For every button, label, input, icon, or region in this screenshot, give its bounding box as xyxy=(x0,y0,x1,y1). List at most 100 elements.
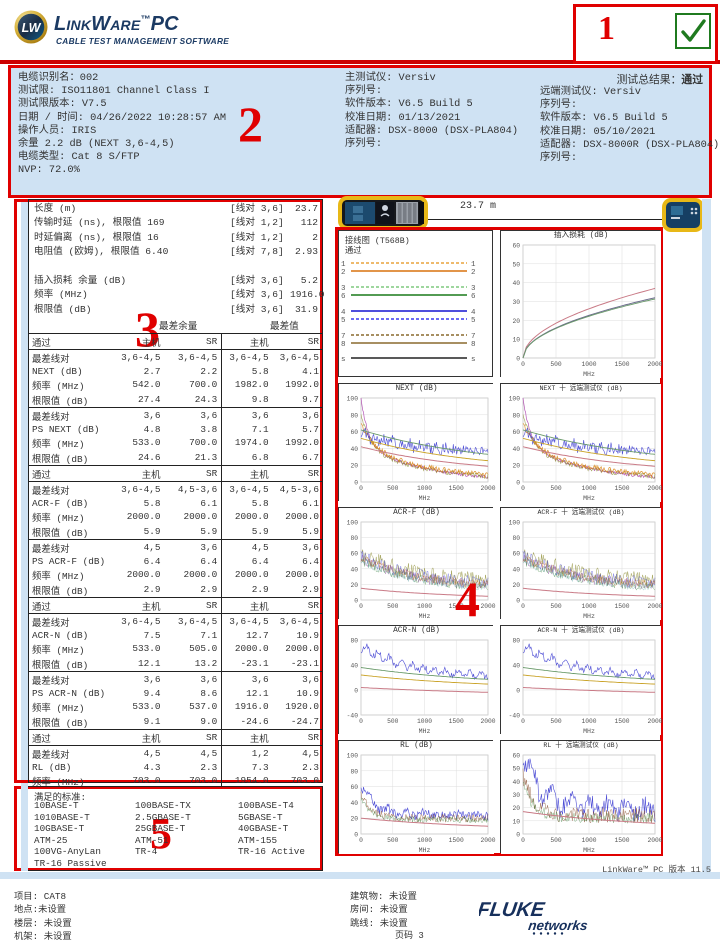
svg-text:500: 500 xyxy=(550,361,562,368)
svg-text:5: 5 xyxy=(471,317,476,325)
svg-text:60: 60 xyxy=(512,551,520,558)
svg-text:1: 1 xyxy=(341,261,346,269)
svg-text:40: 40 xyxy=(512,663,520,670)
svg-text:50: 50 xyxy=(512,261,520,268)
svg-text:100: 100 xyxy=(509,396,521,403)
svg-text:40: 40 xyxy=(350,566,358,573)
svg-text:500: 500 xyxy=(387,485,399,492)
svg-text:ACR-F (dB): ACR-F (dB) xyxy=(393,509,440,517)
svg-text:0: 0 xyxy=(359,485,363,492)
svg-text:0: 0 xyxy=(354,480,358,487)
svg-text:1: 1 xyxy=(471,261,476,269)
svg-text:0: 0 xyxy=(516,480,520,487)
svg-text:1500: 1500 xyxy=(614,603,629,610)
svg-text:100: 100 xyxy=(509,520,521,527)
svg-text:60: 60 xyxy=(512,753,520,760)
svg-text:80: 80 xyxy=(350,412,358,419)
svg-text:20: 20 xyxy=(350,582,358,589)
svg-text:2000: 2000 xyxy=(647,603,662,610)
svg-text:0: 0 xyxy=(521,837,525,844)
svg-text:1500: 1500 xyxy=(614,361,629,368)
svg-text:1000: 1000 xyxy=(417,603,432,610)
svg-text:2000: 2000 xyxy=(480,837,495,844)
svg-text:MHz: MHz xyxy=(419,847,431,854)
svg-text:0: 0 xyxy=(516,832,520,839)
svg-text:60: 60 xyxy=(350,429,358,436)
svg-text:30: 30 xyxy=(512,299,520,306)
svg-text:3: 3 xyxy=(471,285,476,293)
svg-text:2000: 2000 xyxy=(647,718,662,725)
svg-text:0: 0 xyxy=(521,603,525,610)
svg-text:6: 6 xyxy=(471,293,476,301)
svg-text:0: 0 xyxy=(354,598,358,605)
svg-text:60: 60 xyxy=(512,243,520,250)
svg-text:ACR-N 十 远端测试仪 (dB): ACR-N 十 远端测试仪 (dB) xyxy=(537,625,624,634)
svg-text:500: 500 xyxy=(550,603,562,610)
svg-text:40: 40 xyxy=(512,779,520,786)
svg-text:500: 500 xyxy=(550,837,562,844)
svg-text:2000: 2000 xyxy=(647,361,662,368)
svg-text:2: 2 xyxy=(341,269,346,277)
svg-text:1500: 1500 xyxy=(614,837,629,844)
svg-text:2000: 2000 xyxy=(647,485,662,492)
svg-text:NEXT 十 远端测试仪 (dB): NEXT 十 远端测试仪 (dB) xyxy=(539,383,622,392)
svg-text:1000: 1000 xyxy=(581,837,596,844)
svg-text:MHz: MHz xyxy=(419,613,431,620)
svg-text:6: 6 xyxy=(341,293,346,301)
svg-text:0: 0 xyxy=(521,485,525,492)
svg-text:1500: 1500 xyxy=(449,837,464,844)
svg-text:40: 40 xyxy=(350,663,358,670)
svg-text:500: 500 xyxy=(387,837,399,844)
svg-text:2000: 2000 xyxy=(480,485,495,492)
svg-text:MHz: MHz xyxy=(583,728,595,735)
svg-text:1000: 1000 xyxy=(417,837,432,844)
svg-text:30: 30 xyxy=(512,792,520,799)
svg-text:80: 80 xyxy=(350,535,358,542)
svg-text:0: 0 xyxy=(521,718,525,725)
svg-text:100: 100 xyxy=(347,753,359,760)
svg-text:1500: 1500 xyxy=(449,485,464,492)
svg-text:插入损耗 (dB): 插入损耗 (dB) xyxy=(554,229,609,240)
svg-text:80: 80 xyxy=(350,768,358,775)
svg-text:0: 0 xyxy=(354,832,358,839)
svg-text:1500: 1500 xyxy=(614,718,629,725)
svg-text:MHz: MHz xyxy=(583,495,595,502)
svg-text:1500: 1500 xyxy=(449,718,464,725)
svg-text:10: 10 xyxy=(512,818,520,825)
svg-text:40: 40 xyxy=(350,446,358,453)
svg-text:2000: 2000 xyxy=(480,718,495,725)
svg-text:1000: 1000 xyxy=(581,361,596,368)
svg-text:500: 500 xyxy=(387,718,399,725)
svg-text:networks: networks xyxy=(527,918,589,933)
svg-text:RL (dB): RL (dB) xyxy=(400,742,433,750)
svg-text:1000: 1000 xyxy=(581,603,596,610)
svg-text:1000: 1000 xyxy=(581,485,596,492)
svg-text:4: 4 xyxy=(471,309,476,317)
svg-text:-40: -40 xyxy=(509,713,521,720)
svg-text:1000: 1000 xyxy=(581,718,596,725)
svg-text:0: 0 xyxy=(516,688,520,695)
svg-text:7: 7 xyxy=(341,333,346,341)
svg-text:s: s xyxy=(471,356,476,364)
svg-text:MHz: MHz xyxy=(583,613,595,620)
svg-text:0: 0 xyxy=(516,598,520,605)
svg-text:50: 50 xyxy=(512,766,520,773)
svg-text:500: 500 xyxy=(387,603,399,610)
svg-text:80: 80 xyxy=(512,535,520,542)
svg-text:5: 5 xyxy=(341,317,346,325)
svg-text:60: 60 xyxy=(350,551,358,558)
svg-text:40: 40 xyxy=(512,280,520,287)
svg-text:80: 80 xyxy=(512,412,520,419)
svg-text:MHz: MHz xyxy=(419,495,431,502)
svg-text:3: 3 xyxy=(341,285,346,293)
svg-text:ACR-F 十 远端测试仪 (dB): ACR-F 十 远端测试仪 (dB) xyxy=(537,507,624,516)
svg-text:1000: 1000 xyxy=(417,485,432,492)
svg-text:40: 40 xyxy=(350,800,358,807)
svg-text:2000: 2000 xyxy=(480,603,495,610)
svg-text:2000: 2000 xyxy=(647,837,662,844)
svg-text:500: 500 xyxy=(550,718,562,725)
svg-text:1000: 1000 xyxy=(417,718,432,725)
svg-text:-40: -40 xyxy=(347,713,359,720)
svg-text:60: 60 xyxy=(350,784,358,791)
svg-text:40: 40 xyxy=(512,446,520,453)
